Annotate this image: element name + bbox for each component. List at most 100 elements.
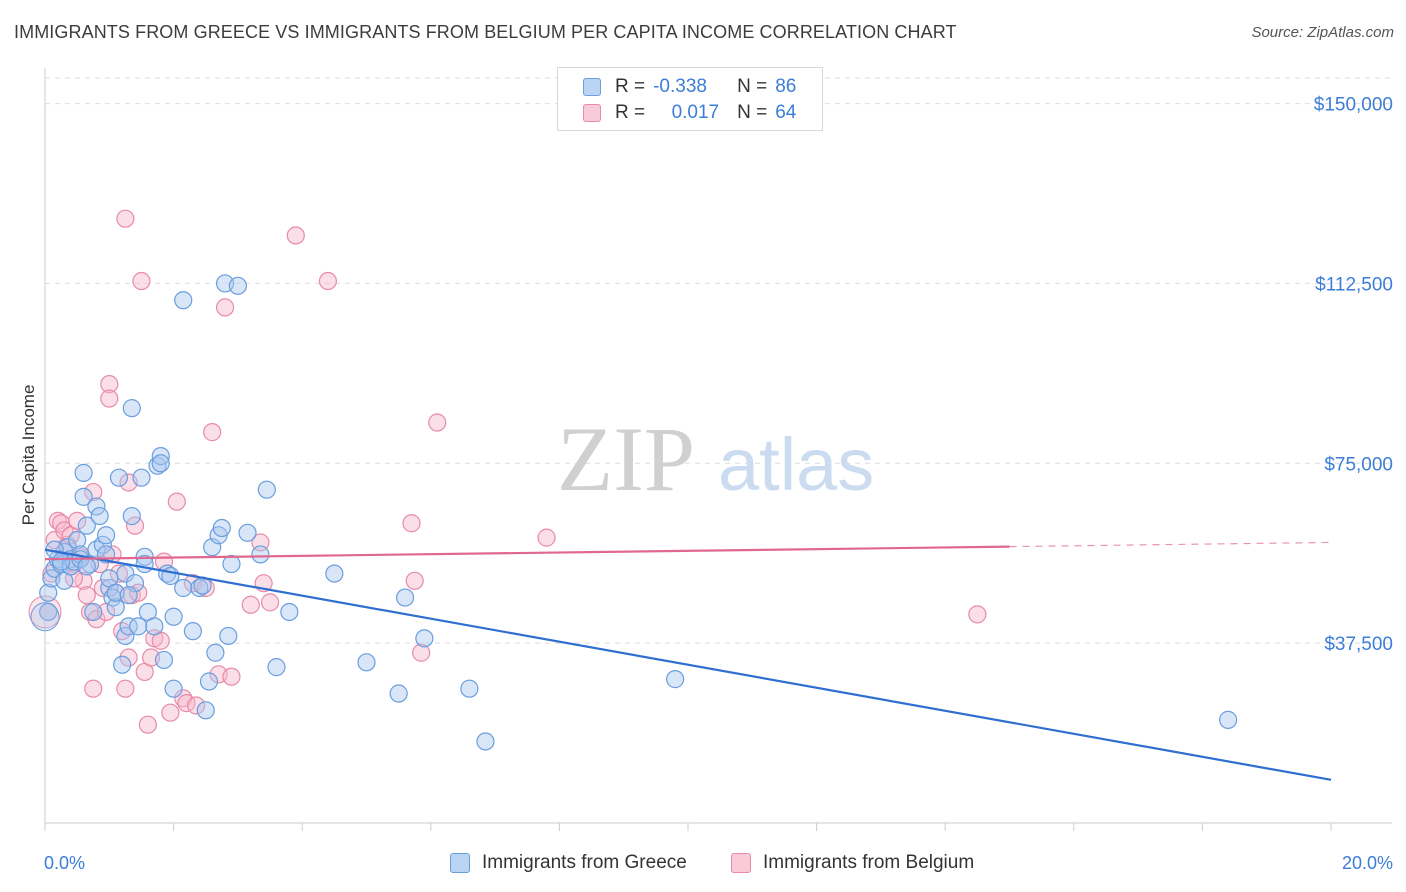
belgium-point-21 <box>100 389 119 408</box>
axes <box>44 68 1392 831</box>
belgium-point-62 <box>968 605 987 624</box>
belgium-point-20 <box>100 375 119 394</box>
belgium-trendline <box>44 545 1010 561</box>
series-legend-belgium[interactable]: Immigrants from Belgium <box>731 852 974 874</box>
watermark-atlas: atlas <box>718 423 874 506</box>
belgium-point-50 <box>222 667 241 686</box>
y-axis-label: Per Capita Income <box>19 385 38 526</box>
belgium-point-41 <box>167 492 186 511</box>
y-tick-label-0: $37,500 <box>1324 634 1393 655</box>
greece-point-76 <box>476 732 495 751</box>
greece-point-45 <box>154 650 174 670</box>
greece-point-cluster <box>30 602 60 632</box>
greece-point-77 <box>666 670 685 689</box>
legend-n-label: N = <box>737 102 768 123</box>
watermark-zip: ZIP <box>557 408 695 510</box>
legend-row-belgium: R = 0.017 N = 64 <box>558 100 796 126</box>
greece-point-65 <box>238 523 257 542</box>
y-tick-label-2: $112,500 <box>1315 274 1393 295</box>
greece-point-62 <box>219 626 238 646</box>
legend-r-value-belgium: 0.017 <box>671 102 720 123</box>
series-legend-greece[interactable]: Immigrants from Greece <box>450 852 687 874</box>
chart-title: IMMIGRANTS FROM GREECE VS IMMIGRANTS FRO… <box>14 22 957 42</box>
belgium-point-56 <box>318 271 338 291</box>
legend-n-value-greece: 86 <box>775 76 797 97</box>
greece-point-22 <box>93 535 112 554</box>
x-tick-labels: 0.0% 20.0% <box>44 853 1393 873</box>
trendlines <box>44 541 1332 781</box>
belgium-point-9 <box>68 511 87 530</box>
greece-point-34 <box>122 506 141 526</box>
greece-point-18 <box>84 602 103 622</box>
greece-point-63 <box>222 554 241 574</box>
greece-point-16 <box>77 516 96 535</box>
belgium-point-57 <box>402 514 421 533</box>
greece-point-81 <box>77 557 96 576</box>
chart-source: Source: ZipAtlas.com <box>1251 24 1394 41</box>
greece-point-49 <box>164 607 183 626</box>
gridlines <box>45 77 1392 644</box>
greece-legend-swatch <box>450 853 470 873</box>
belgium-trendline-extension <box>1009 541 1332 548</box>
greece-point-28 <box>109 468 129 487</box>
greece-point-37 <box>132 468 151 487</box>
belgium-point-15 <box>84 679 103 698</box>
greece-point-85 <box>51 552 71 571</box>
y-tick-label-3: $150,000 <box>1314 95 1393 116</box>
belgium-point-54 <box>260 593 280 612</box>
greece-point-30 <box>116 626 135 646</box>
greece-point-41 <box>145 617 164 636</box>
greece-point-33 <box>122 399 141 418</box>
belgium-point-33 <box>132 271 151 291</box>
greece-point-69 <box>280 602 299 622</box>
legend-n-label: N = <box>737 76 768 97</box>
greece-point-56 <box>199 672 219 691</box>
greece-point-66 <box>251 545 270 564</box>
greece-point-64 <box>228 276 247 295</box>
greece-point-44 <box>151 454 170 473</box>
belgium-point-27 <box>116 679 135 698</box>
belgium-point-58 <box>405 571 424 590</box>
greece-point-50 <box>174 291 193 310</box>
belgium-point-47 <box>203 423 222 442</box>
greece-point-21 <box>90 506 109 526</box>
greece-point-32 <box>119 617 138 636</box>
belgium-point-59 <box>412 643 431 662</box>
greece-point-70 <box>325 564 344 583</box>
greece-point-51 <box>174 578 193 598</box>
legend-n-value-belgium: 64 <box>775 102 797 123</box>
greece-point-73 <box>395 588 415 607</box>
greece-point-12 <box>68 530 87 550</box>
belgium-point-31 <box>125 516 145 535</box>
belgium-swatch <box>583 104 601 122</box>
greece-point-72 <box>389 684 408 703</box>
belgium-point-cluster <box>28 595 62 629</box>
legend-row-greece: R = -0.338 N = 86 <box>558 74 796 100</box>
y-tick-label-1: $75,000 <box>1324 454 1393 475</box>
y-tick-labels: $37,500 $75,000 $112,500 $150,000 <box>1314 95 1393 656</box>
greece-point-43 <box>151 446 170 466</box>
greece-point-29 <box>113 655 132 674</box>
legend-r-value-greece: -0.338 <box>653 76 707 97</box>
greece-trendline <box>44 548 1332 781</box>
belgium-point-55 <box>286 226 305 245</box>
greece-point-14 <box>74 487 93 506</box>
greece-point-20 <box>87 497 106 516</box>
belgium-point-49 <box>215 298 235 317</box>
belgium-point-40 <box>161 703 180 722</box>
series-legend: Immigrants from Greece Immigrants from B… <box>0 852 1406 878</box>
belgium-point-61 <box>537 528 556 547</box>
greece-point-15 <box>74 463 93 482</box>
belgium-point-12 <box>77 586 96 605</box>
greece-point-52 <box>183 622 202 641</box>
greece-point-42 <box>148 456 167 475</box>
greece-point-68 <box>267 658 286 677</box>
belgium-point-26 <box>116 209 135 228</box>
greece-point-78 <box>1219 710 1238 729</box>
greece-point-84 <box>119 586 138 605</box>
legend-r-label: R = <box>615 76 646 97</box>
greece-point-58 <box>206 643 225 662</box>
greece-legend-label: Immigrants from Greece <box>482 852 687 873</box>
belgium-point-45 <box>187 696 206 715</box>
greece-point-53 <box>190 578 209 598</box>
